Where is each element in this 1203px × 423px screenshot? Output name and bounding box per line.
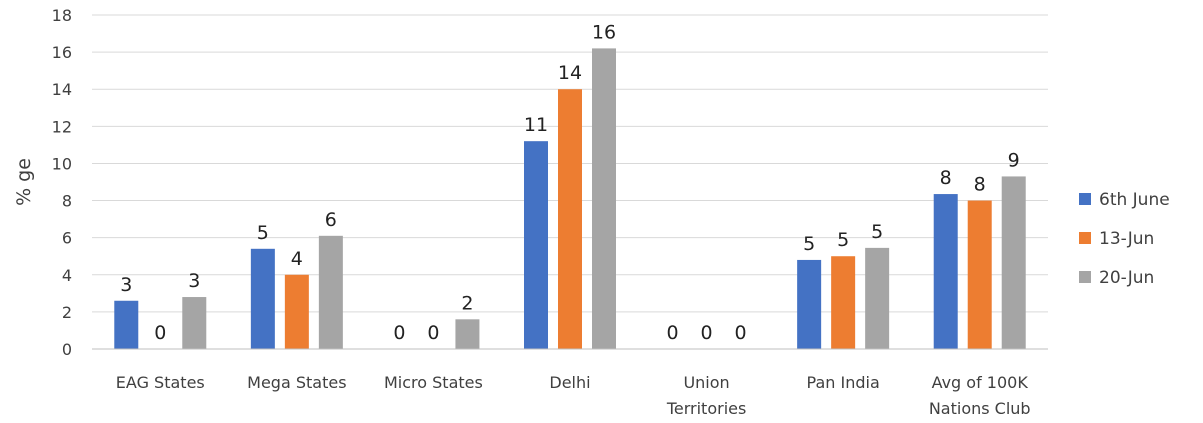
y-axis-title: % ge [13,158,35,206]
bar [592,48,616,350]
x-tick-label: Micro States [384,373,483,392]
bar [797,259,822,349]
data-label: 4 [291,248,303,270]
x-tick-label: Avg of 100K [932,373,1029,392]
data-label: 0 [427,322,439,344]
bar [967,200,992,349]
data-label: 5 [871,221,883,243]
bar [831,256,856,349]
y-tick-label: 10 [52,154,72,173]
x-tick-label: Territories [666,399,746,418]
data-label: 2 [461,292,473,314]
data-label: 5 [837,229,849,251]
bar [114,300,139,349]
bar [182,297,207,349]
y-tick-label: 16 [52,43,72,62]
y-tick-label: 2 [62,303,72,322]
bar [250,248,275,349]
bar [284,274,309,349]
bar [865,247,890,349]
data-label: 16 [592,21,616,43]
y-tick-label: 6 [62,229,72,248]
y-tick-label: 14 [52,80,72,99]
legend-swatch [1079,271,1091,283]
y-tick-label: 12 [52,117,72,136]
legend-label: 13-Jun [1099,229,1154,249]
legend-label: 20-Jun [1099,268,1154,288]
bar [1001,176,1026,349]
data-label: 11 [524,114,548,136]
bar [933,194,958,349]
data-label: 5 [257,222,269,244]
x-tick-label: Delhi [549,373,590,392]
data-label: 8 [974,174,986,196]
bar [318,235,343,349]
data-label: 14 [558,62,582,84]
bar [455,319,480,349]
data-label: 3 [120,274,132,296]
x-tick-label: Nations Club [929,399,1031,418]
data-label: 0 [735,322,747,344]
legend-swatch [1079,193,1091,205]
legend-label: 6th June [1099,190,1170,210]
data-label: 5 [803,233,815,255]
bar [524,141,548,349]
data-label: 3 [188,270,200,292]
x-tick-label: Mega States [247,373,346,392]
data-label: 0 [393,322,405,344]
y-tick-label: 0 [62,340,72,359]
data-label: 8 [940,167,952,189]
x-tick-label: Pan India [807,373,880,392]
bars [114,48,1026,350]
data-label: 6 [325,209,337,231]
data-label: 0 [701,322,713,344]
x-tick-label: Union [683,373,729,392]
bar [558,89,582,349]
y-tick-label: 4 [62,266,72,285]
data-label: 0 [154,322,166,344]
legend: 6th June 13-Jun 20-Jun [1079,190,1170,288]
data-label: 0 [667,322,679,344]
data-label: 9 [1008,149,1020,171]
y-tick-label: 18 [52,6,72,25]
y-tick-label: 8 [62,192,72,211]
legend-swatch [1079,232,1091,244]
x-tick-label: EAG States [116,373,205,392]
